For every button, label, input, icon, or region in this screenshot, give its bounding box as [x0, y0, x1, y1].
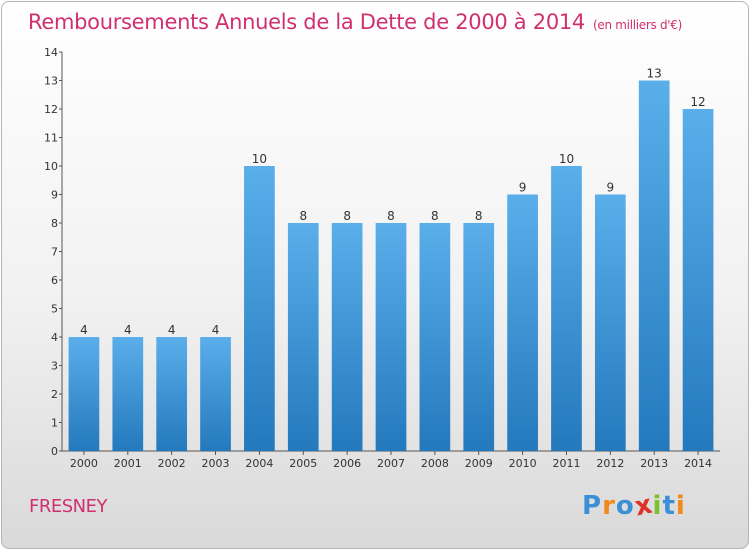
- x-tick-label-2005: 2005: [289, 457, 317, 470]
- y-tick-label: 7: [51, 246, 58, 259]
- bar-2010: [507, 194, 538, 451]
- logo-letter: P: [582, 491, 603, 521]
- chart-title: Remboursements Annuels de la Dette de 20…: [28, 10, 682, 34]
- y-tick-label: 13: [44, 75, 58, 88]
- data-label-2005: 8: [299, 209, 307, 223]
- x-tick-label-2003: 2003: [202, 457, 230, 470]
- x-tick-label-2009: 2009: [465, 457, 493, 470]
- x-tick-label-2000: 2000: [70, 457, 98, 470]
- bar-layer: [68, 80, 714, 451]
- x-tick-label-2001: 2001: [114, 457, 142, 470]
- y-tick-label: 0: [51, 445, 58, 458]
- logo-letter: o: [615, 491, 635, 521]
- bar-2007: [375, 223, 407, 451]
- logo-letter: t: [662, 491, 676, 521]
- data-label-2006: 8: [343, 209, 351, 223]
- x-tick-label-2002: 2002: [158, 457, 186, 470]
- y-tick-label: 12: [44, 103, 58, 116]
- logo-letter: i: [652, 491, 663, 521]
- bar-2012: [594, 194, 626, 451]
- bar-2011: [551, 166, 582, 451]
- y-tick-label: 10: [44, 160, 58, 173]
- bar-2014: [682, 109, 714, 451]
- x-tick-label-2012: 2012: [596, 457, 624, 470]
- y-tick-label: 14: [44, 46, 58, 59]
- x-tick-label-2011: 2011: [552, 457, 580, 470]
- x-tick-label-2004: 2004: [245, 457, 273, 470]
- chart-unit: (en milliers d'€): [593, 18, 683, 32]
- bar-2009: [463, 223, 495, 451]
- commune-name: FRESNEY: [29, 496, 108, 517]
- label-layer: 4 4 4 4 10 8 8 8 8 8 9 10 9 13 12: [80, 67, 706, 338]
- data-label-2003: 4: [212, 323, 220, 337]
- data-label-2013: 13: [647, 67, 662, 81]
- chart-title-text: Remboursements Annuels de la Dette de 20…: [28, 10, 585, 34]
- bar-2000: [68, 337, 100, 451]
- y-tick-label: 4: [51, 331, 58, 344]
- bar-2005: [287, 223, 319, 451]
- data-label-2002: 4: [168, 323, 176, 337]
- x-tick-label-2008: 2008: [421, 457, 449, 470]
- data-label-2000: 4: [80, 323, 88, 337]
- logo-letter: i: [675, 491, 686, 521]
- bar-2003: [200, 337, 231, 451]
- y-tick-label: 9: [51, 189, 58, 202]
- data-label-2012: 9: [607, 181, 615, 195]
- x-tick-label-2014: 2014: [684, 457, 712, 470]
- data-label-2011: 10: [559, 152, 574, 166]
- bar-2006: [331, 223, 363, 451]
- logo-letter: r: [602, 491, 616, 521]
- data-label-2008: 8: [431, 209, 439, 223]
- y-tick-label: 3: [51, 360, 58, 373]
- y-tick-label: 8: [51, 217, 58, 230]
- x-tick-label-2006: 2006: [333, 457, 361, 470]
- y-tick-label: 6: [51, 274, 58, 287]
- x-tick-label-2013: 2013: [640, 457, 668, 470]
- y-tick-label: 1: [51, 417, 58, 430]
- y-tick-label: 2: [51, 388, 58, 401]
- data-label-2007: 8: [387, 209, 395, 223]
- data-label-2010: 9: [519, 181, 527, 195]
- data-label-2004: 10: [252, 152, 267, 166]
- x-tick-label-2007: 2007: [377, 457, 405, 470]
- bar-2004: [244, 166, 275, 451]
- y-tick-label: 11: [44, 132, 58, 145]
- data-label-2014: 12: [690, 95, 705, 109]
- proxiti-logo[interactable]: Proxiti: [582, 489, 686, 522]
- data-label-2009: 8: [475, 209, 483, 223]
- bar-2013: [638, 80, 670, 451]
- data-label-2001: 4: [124, 323, 132, 337]
- bar-2002: [156, 337, 188, 451]
- x-tick-label-2010: 2010: [509, 457, 537, 470]
- y-tick-label: 5: [51, 303, 58, 316]
- bar-2008: [419, 223, 451, 451]
- bar-2001: [112, 337, 144, 451]
